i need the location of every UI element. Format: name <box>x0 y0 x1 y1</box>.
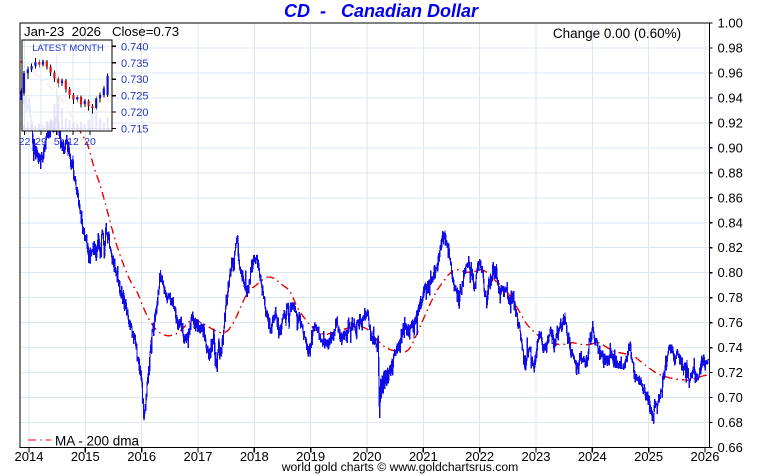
svg-text:0.66: 0.66 <box>718 440 743 455</box>
svg-text:0.94: 0.94 <box>718 90 743 105</box>
svg-text:2019: 2019 <box>296 449 325 464</box>
svg-text:Change 0.00 (0.60%): Change 0.00 (0.60%) <box>553 26 681 41</box>
svg-text:world gold charts © www.goldch: world gold charts © www.goldchartsrus.co… <box>281 460 519 474</box>
svg-text:0.76: 0.76 <box>718 315 743 330</box>
svg-text:Jan-23 2026 Close=0.73: Jan-23 2026 Close=0.73 <box>24 24 179 39</box>
svg-text:0.88: 0.88 <box>718 165 743 180</box>
svg-text:0.715: 0.715 <box>121 124 149 136</box>
svg-text:2021: 2021 <box>409 449 438 464</box>
svg-text:CD - Canadian Dollar: CD - Canadian Dollar <box>284 1 479 21</box>
svg-text:22: 22 <box>19 136 31 148</box>
svg-text:0.68: 0.68 <box>718 415 743 430</box>
svg-text:2025: 2025 <box>634 449 663 464</box>
svg-text:0.740: 0.740 <box>121 41 149 53</box>
svg-text:0.730: 0.730 <box>121 74 149 86</box>
svg-text:0.90: 0.90 <box>718 140 743 155</box>
svg-text:5: 5 <box>54 136 60 148</box>
svg-text:0.84: 0.84 <box>718 215 743 230</box>
svg-text:0.80: 0.80 <box>718 265 743 280</box>
svg-text:0.82: 0.82 <box>718 240 743 255</box>
svg-text:2016: 2016 <box>127 449 156 464</box>
svg-text:0.735: 0.735 <box>121 58 149 70</box>
svg-text:2014: 2014 <box>15 449 44 464</box>
svg-text:2024: 2024 <box>578 449 607 464</box>
svg-text:2026: 2026 <box>691 449 720 464</box>
svg-text:0.92: 0.92 <box>718 115 743 130</box>
svg-text:0.74: 0.74 <box>718 340 743 355</box>
svg-text:0.720: 0.720 <box>121 107 149 119</box>
svg-text:0.96: 0.96 <box>718 65 743 80</box>
svg-text:2015: 2015 <box>71 449 100 464</box>
svg-text:20: 20 <box>84 136 96 148</box>
svg-text:0.78: 0.78 <box>718 290 743 305</box>
svg-text:MA - 200 dma: MA - 200 dma <box>55 434 140 449</box>
svg-text:0.98: 0.98 <box>718 41 743 56</box>
svg-text:0.72: 0.72 <box>718 365 743 380</box>
svg-text:0.86: 0.86 <box>718 190 743 205</box>
svg-text:12: 12 <box>67 136 79 148</box>
svg-text:LATEST MONTH: LATEST MONTH <box>32 42 104 53</box>
svg-text:2022: 2022 <box>465 449 494 464</box>
svg-text:0.70: 0.70 <box>718 390 743 405</box>
svg-text:2020: 2020 <box>353 449 382 464</box>
svg-text:29: 29 <box>35 136 47 148</box>
svg-text:1.00: 1.00 <box>718 16 743 31</box>
svg-text:2023: 2023 <box>522 449 551 464</box>
svg-text:2017: 2017 <box>184 449 213 464</box>
svg-text:0.725: 0.725 <box>121 91 149 103</box>
svg-text:2018: 2018 <box>240 449 269 464</box>
